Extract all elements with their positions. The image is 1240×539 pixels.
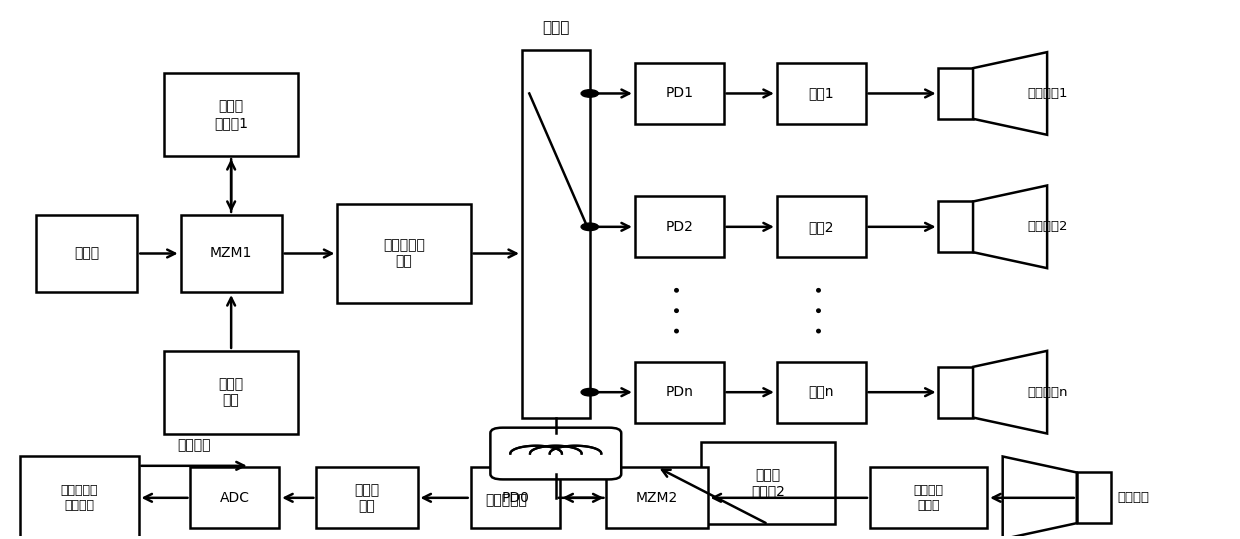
Text: 功放2: 功放2 (808, 220, 835, 234)
Text: MZM2: MZM2 (636, 491, 678, 505)
Bar (606, 467, 708, 528)
Polygon shape (1003, 457, 1076, 539)
Bar (1076, 473, 1111, 523)
Text: •  •  •: • • • (812, 284, 831, 335)
Text: 功放n: 功放n (808, 385, 835, 399)
Circle shape (582, 223, 599, 231)
Bar (702, 441, 835, 524)
Bar (635, 63, 724, 124)
Text: 光开关: 光开关 (542, 20, 569, 35)
Bar (870, 467, 987, 528)
Text: 低频射
频源: 低频射 频源 (218, 377, 244, 407)
Text: 偏置点
控制器2: 偏置点 控制器2 (751, 468, 785, 498)
Text: ADC: ADC (219, 491, 249, 505)
Bar (20, 457, 139, 539)
Bar (939, 367, 973, 418)
Text: 激光器: 激光器 (74, 246, 99, 260)
Text: MZM1: MZM1 (210, 246, 252, 260)
Bar (316, 467, 418, 528)
Circle shape (582, 389, 599, 396)
Polygon shape (973, 52, 1047, 135)
Text: 接收天线: 接收天线 (1117, 492, 1149, 505)
Text: 光延时模块: 光延时模块 (486, 493, 527, 507)
Bar (522, 50, 590, 418)
FancyBboxPatch shape (490, 427, 621, 479)
Text: 增益可调
低噪放: 增益可调 低噪放 (914, 484, 944, 512)
Bar (776, 196, 866, 258)
Bar (165, 351, 298, 433)
Polygon shape (973, 351, 1047, 433)
Bar (776, 362, 866, 423)
Text: 中频滤
波器: 中频滤 波器 (355, 483, 379, 513)
Bar (181, 215, 281, 292)
Text: 功放1: 功放1 (808, 86, 835, 100)
Circle shape (582, 89, 599, 97)
Text: 发射天线1: 发射天线1 (1028, 87, 1068, 100)
Bar (635, 362, 724, 423)
Text: 控制信号: 控制信号 (177, 438, 211, 452)
Text: 发射天线2: 发射天线2 (1028, 220, 1068, 233)
Text: 可调光滤波
模块: 可调光滤波 模块 (383, 238, 425, 268)
Polygon shape (973, 185, 1047, 268)
Text: PDn: PDn (666, 385, 693, 399)
Text: PD1: PD1 (665, 86, 693, 100)
Bar (939, 202, 973, 252)
Text: •  •  •: • • • (671, 284, 688, 335)
Bar (776, 63, 866, 124)
Bar (165, 73, 298, 156)
Text: PD0: PD0 (501, 491, 529, 505)
Text: 发射天线n: 发射天线n (1028, 386, 1068, 399)
Bar (635, 196, 724, 258)
Bar (471, 467, 559, 528)
Bar (36, 215, 138, 292)
Bar (337, 204, 471, 303)
Bar (191, 467, 279, 528)
Text: 控制与数据
处理中心: 控制与数据 处理中心 (61, 484, 98, 512)
Text: 偏置点
控制器1: 偏置点 控制器1 (215, 100, 248, 130)
Text: PD2: PD2 (666, 220, 693, 234)
Bar (939, 68, 973, 119)
